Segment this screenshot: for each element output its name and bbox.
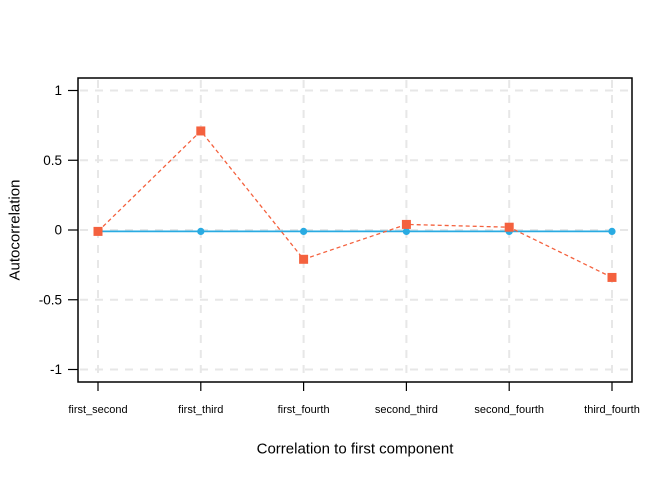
series-line-red <box>97 129 613 279</box>
x-tick-label: first_fourth <box>278 404 330 416</box>
y-tick-label: 1 <box>54 83 62 98</box>
y-tick-label: -0.5 <box>39 292 62 307</box>
data-point-series-red <box>401 219 411 229</box>
data-point-series-red <box>93 226 103 236</box>
data-point-series-blue <box>300 227 308 235</box>
y-axis-title: Autocorrelation <box>6 179 24 281</box>
y-tick-label: -1 <box>50 362 62 377</box>
data-point-series-red <box>299 254 309 264</box>
y-tick-label: 0.5 <box>43 153 62 168</box>
data-point-series-red <box>607 272 617 282</box>
x-axis-title: Correlation to first component <box>256 440 454 458</box>
x-tick-label: second_third <box>375 404 438 416</box>
data-point-series-red <box>196 126 206 136</box>
x-tick-label: third_fourth <box>584 404 640 416</box>
data-point-series-blue <box>608 227 616 235</box>
data-point-series-blue <box>197 227 205 235</box>
y-tick-label: 0 <box>54 223 62 238</box>
x-tick-label: first_third <box>178 404 223 416</box>
data-point-series-red <box>504 222 514 232</box>
x-tick-label: first_second <box>68 404 127 416</box>
x-tick-label: second_fourth <box>474 404 544 416</box>
data-point-series-blue <box>402 227 410 235</box>
